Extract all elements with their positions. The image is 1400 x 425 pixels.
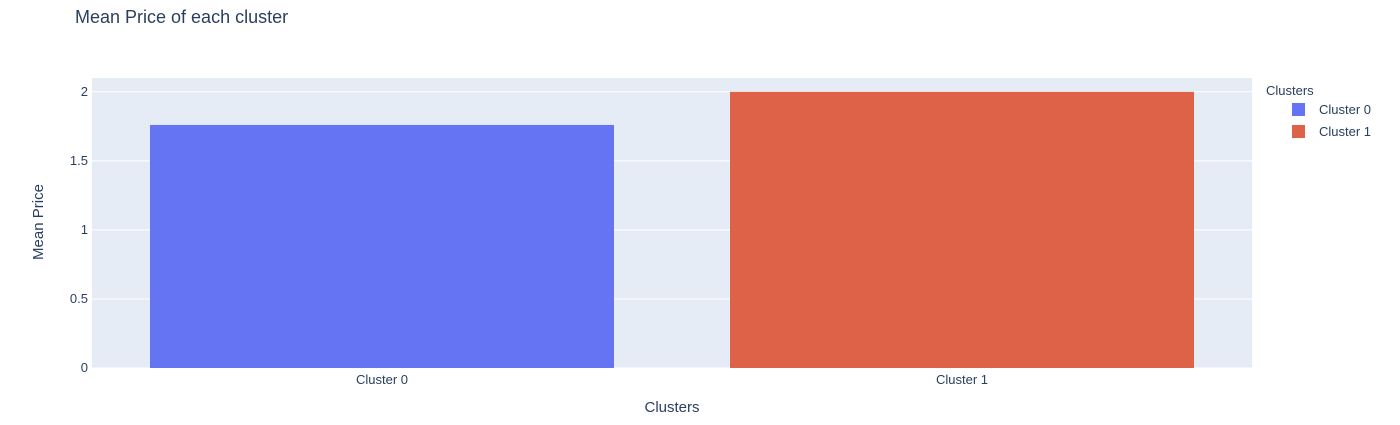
legend-item-label[interactable]: Cluster 1 xyxy=(1319,124,1371,139)
legend-swatch[interactable] xyxy=(1292,103,1305,116)
y-tick-label: 0.5 xyxy=(70,291,88,306)
y-tick-label: 1.5 xyxy=(70,153,88,168)
bars xyxy=(150,91,1194,369)
y-axis-title: Mean Price xyxy=(30,184,47,260)
legend: Clusters Cluster 0 Cluster 1 xyxy=(1266,83,1371,139)
y-tick-label: 0 xyxy=(81,360,88,375)
x-tick-label: Cluster 0 xyxy=(356,372,408,387)
bar-cluster-1[interactable] xyxy=(730,91,1194,369)
legend-items: Cluster 0 Cluster 1 xyxy=(1292,102,1371,139)
x-axis-title: Clusters xyxy=(644,399,699,416)
y-tick-label: 1 xyxy=(81,222,88,237)
x-tick-label: Cluster 1 xyxy=(936,372,988,387)
legend-item-label[interactable]: Cluster 0 xyxy=(1319,102,1371,117)
chart-title: Mean Price of each cluster xyxy=(75,7,288,27)
y-axis-ticks: 0 0.5 1 1.5 2 xyxy=(70,84,88,375)
legend-title: Clusters xyxy=(1266,83,1314,98)
y-tick-label: 2 xyxy=(81,84,88,99)
legend-swatch[interactable] xyxy=(1292,125,1305,138)
bar-cluster-0[interactable] xyxy=(150,124,614,368)
x-axis-ticks: Cluster 0 Cluster 1 xyxy=(356,372,988,387)
